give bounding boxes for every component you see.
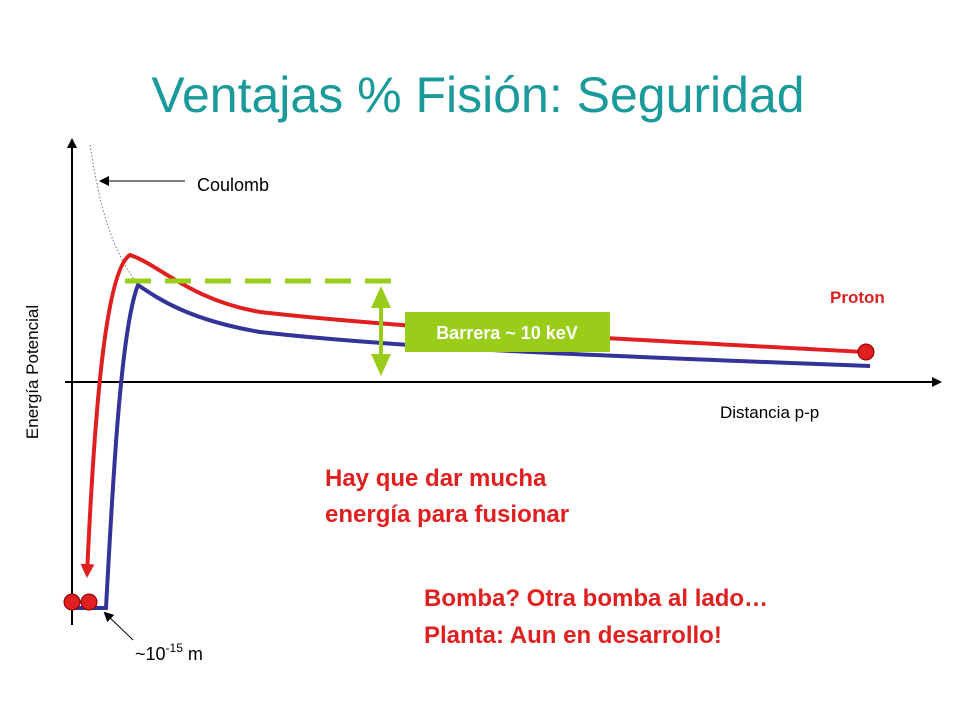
- distance-exponent: -15: [166, 641, 184, 655]
- distance-pointer: [103, 611, 134, 641]
- potential-curve: [72, 281, 871, 610]
- y-axis-label: Energía Potencial: [23, 305, 42, 439]
- barrier-label: Barrera ~ 10 keV: [436, 323, 578, 343]
- coulomb-label: Coulomb: [197, 175, 269, 195]
- note-line: Bomba? Otra bomba al lado…: [424, 585, 768, 612]
- distance-unit: m: [188, 644, 203, 664]
- note-line: energía para fusionar: [325, 501, 569, 528]
- x-axis-label: Distancia p-p: [720, 403, 819, 422]
- proton-dot: [857, 343, 875, 361]
- proton-dot: [63, 593, 81, 611]
- proton-label: Proton: [830, 288, 885, 307]
- distance-label: ~10-15 m: [135, 641, 203, 664]
- coulomb-curve: [89, 144, 139, 286]
- proton-dot: [80, 593, 98, 611]
- title: Ventajas % Fisión: Seguridad: [151, 67, 804, 123]
- note-line: Planta: Aun en desarrollo!: [424, 622, 722, 649]
- barrier-box: [405, 312, 610, 352]
- distance-base: ~10: [135, 644, 166, 664]
- note-line: Hay que dar mucha: [325, 465, 547, 492]
